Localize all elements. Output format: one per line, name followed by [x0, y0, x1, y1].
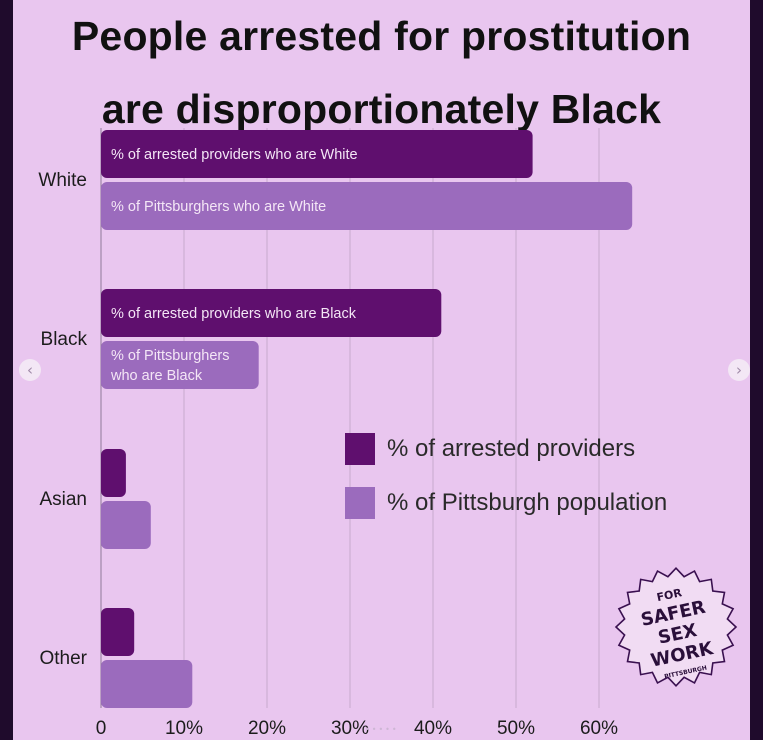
title-line-1: People arrested for prostitution [71, 13, 692, 59]
legend-label-arrested: % of arrested providers [387, 435, 636, 462]
category-label: Other [39, 648, 87, 669]
badge-text-for: FOR [655, 586, 683, 604]
chart-card: People arrested for prostitution are dis… [13, 0, 750, 740]
bar-label: % of Pittsburghers who are White [111, 199, 326, 215]
x-tick-label: 60% [580, 718, 618, 739]
bar-label: % of arrested providers who are White [111, 147, 358, 163]
x-tick-label: 20% [248, 718, 286, 739]
category-label: Asian [39, 489, 87, 510]
bar [101, 341, 259, 389]
x-tick-label: 30% [331, 718, 369, 739]
bar-label: % of Pittsburghers who are Black [110, 348, 229, 384]
chart-title: People arrested for prostitution are dis… [13, 0, 750, 146]
chevron-left-icon[interactable]: ‹ [19, 359, 41, 381]
for-safer-sex-work-logo: FOR SAFER SEX WORK PITTSBURGH [614, 567, 738, 687]
bar [101, 501, 151, 549]
bar-label: % of arrested providers who are Black [111, 306, 357, 322]
legend-label-population: % of Pittsburgh population [387, 489, 668, 516]
bar [101, 182, 633, 230]
category-label: White [38, 170, 87, 191]
legend-swatch-arrested [345, 433, 375, 465]
x-tick-label: 40% [414, 718, 452, 739]
bar [101, 449, 126, 497]
bar [101, 130, 533, 178]
bar [101, 660, 193, 708]
badge-outline [614, 567, 738, 687]
x-tick-label: 0 [96, 718, 107, 739]
category-label: Black [41, 329, 88, 350]
title-line-2: are disproportionately Black [101, 86, 662, 132]
bar-chart: % of arrested providers who are White % o… [38, 128, 633, 739]
x-tick-label: 10% [165, 718, 203, 739]
bar [101, 608, 135, 656]
legend-swatch-population [345, 487, 375, 519]
x-tick-label: 50% [497, 718, 535, 739]
pagination-dots[interactable]: ••••• [365, 725, 399, 734]
bar [101, 289, 442, 337]
chevron-right-icon[interactable]: › [728, 359, 750, 381]
